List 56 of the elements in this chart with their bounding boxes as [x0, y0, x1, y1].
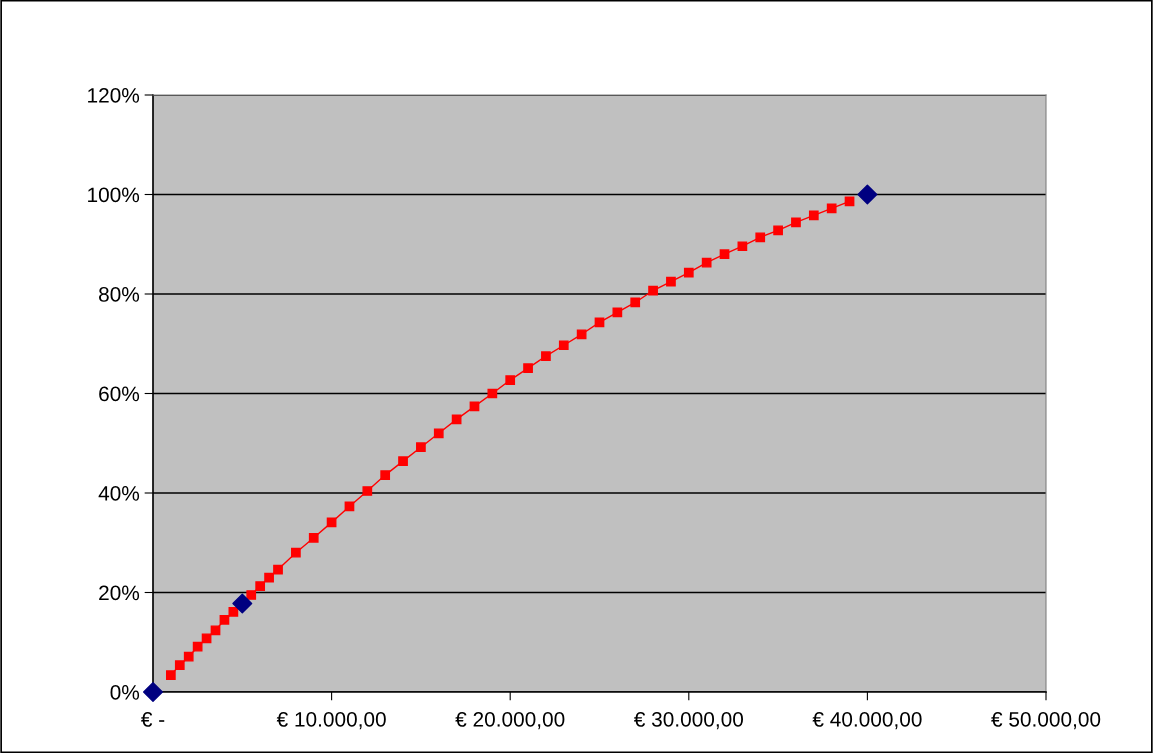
point	[826, 203, 837, 214]
point	[773, 225, 783, 236]
point	[326, 517, 337, 528]
point	[398, 456, 408, 467]
point	[576, 329, 587, 340]
point	[264, 572, 274, 583]
point	[201, 633, 212, 644]
x-tick-label: € 10.000,00	[276, 711, 386, 730]
point	[487, 388, 498, 399]
point	[612, 307, 623, 318]
point	[174, 660, 185, 670]
point	[719, 249, 730, 260]
point	[433, 428, 444, 439]
point	[246, 590, 257, 600]
point	[228, 607, 239, 617]
x-tick-label: € -	[141, 711, 165, 727]
y-tick-label: 100%	[88, 187, 140, 203]
point	[594, 317, 605, 328]
point	[791, 217, 801, 228]
point	[210, 625, 221, 636]
y-tick-label: 20%	[99, 585, 140, 601]
point	[416, 442, 426, 453]
point	[630, 297, 641, 308]
point	[505, 375, 516, 385]
point	[648, 285, 658, 296]
point	[362, 486, 373, 496]
point	[183, 651, 194, 662]
x-tick-label: € 50.000,00	[991, 711, 1101, 730]
point	[558, 340, 569, 351]
point	[219, 615, 230, 625]
x-tick-label: € 40.000,00	[812, 711, 922, 730]
point	[192, 641, 203, 652]
point	[273, 564, 283, 575]
point	[857, 184, 878, 205]
point	[291, 547, 301, 558]
point	[308, 532, 319, 543]
x-tick-label: € 30.000,00	[633, 711, 744, 730]
x-tick-label: € 20.000,00	[455, 711, 565, 730]
y-tick-label: 60%	[99, 386, 140, 402]
point	[380, 470, 391, 480]
point	[666, 276, 676, 287]
y-tick-label: 40%	[98, 486, 140, 501]
y-tick-label: 0%	[110, 685, 140, 700]
point	[255, 581, 266, 591]
point	[737, 241, 748, 252]
y-tick-label: 120%	[88, 88, 140, 103]
point	[683, 267, 694, 278]
point	[755, 232, 766, 243]
point	[541, 351, 551, 362]
y-tick-label: 80%	[99, 287, 140, 302]
point	[523, 363, 533, 373]
point	[701, 257, 712, 268]
point	[808, 210, 819, 221]
point	[232, 593, 253, 614]
point	[165, 670, 176, 680]
point	[142, 681, 164, 703]
